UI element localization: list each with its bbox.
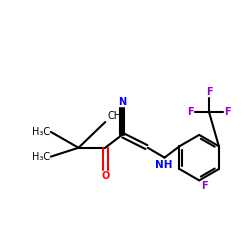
Text: NH: NH xyxy=(155,160,172,170)
Text: H₃C: H₃C xyxy=(32,152,50,162)
Text: O: O xyxy=(101,172,109,181)
Text: H₃C: H₃C xyxy=(32,127,50,137)
Text: N: N xyxy=(118,97,126,107)
Text: F: F xyxy=(188,107,194,117)
Text: CH₃: CH₃ xyxy=(107,111,125,121)
Text: F: F xyxy=(206,87,212,97)
Text: F: F xyxy=(224,107,230,117)
Text: F: F xyxy=(201,181,208,191)
